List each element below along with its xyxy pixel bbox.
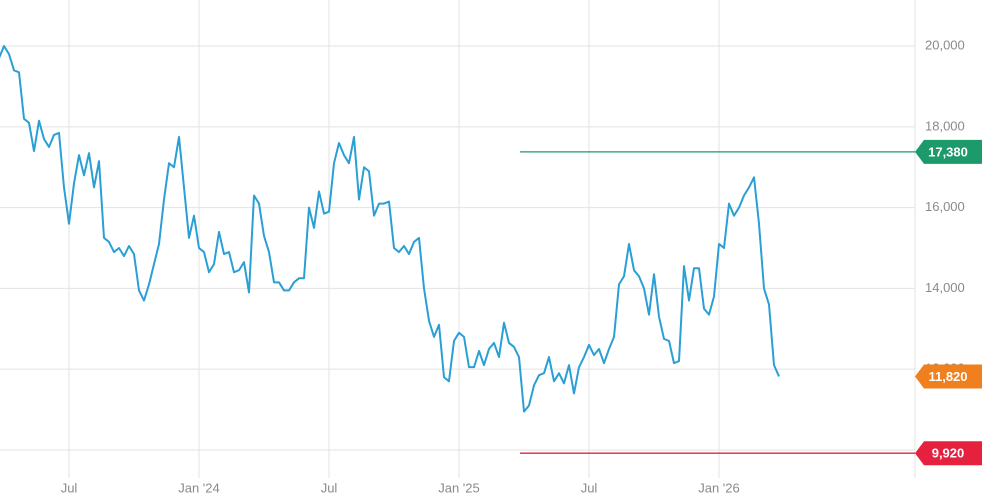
level-label: 11,820 — [928, 369, 967, 384]
level-label: 9,920 — [932, 446, 965, 461]
y-tick-label: 16,000 — [925, 199, 965, 214]
level-label: 17,380 — [928, 144, 968, 159]
price-line — [0, 45, 780, 413]
level-badge — [915, 139, 982, 164]
x-tick-label: Jul — [61, 480, 78, 495]
x-tick-label: Jan '26 — [698, 480, 740, 495]
y-tick-label: 14,000 — [925, 280, 965, 295]
level-badge — [915, 441, 982, 466]
y-tick-label: 18,000 — [925, 118, 965, 133]
y-tick-label: 20,000 — [925, 37, 965, 52]
x-tick-label: Jul — [581, 480, 598, 495]
x-tick-label: Jan '24 — [178, 480, 220, 495]
x-tick-label: Jan '25 — [438, 480, 480, 495]
x-tick-label: Jul — [321, 480, 338, 495]
level-badge — [915, 364, 982, 389]
